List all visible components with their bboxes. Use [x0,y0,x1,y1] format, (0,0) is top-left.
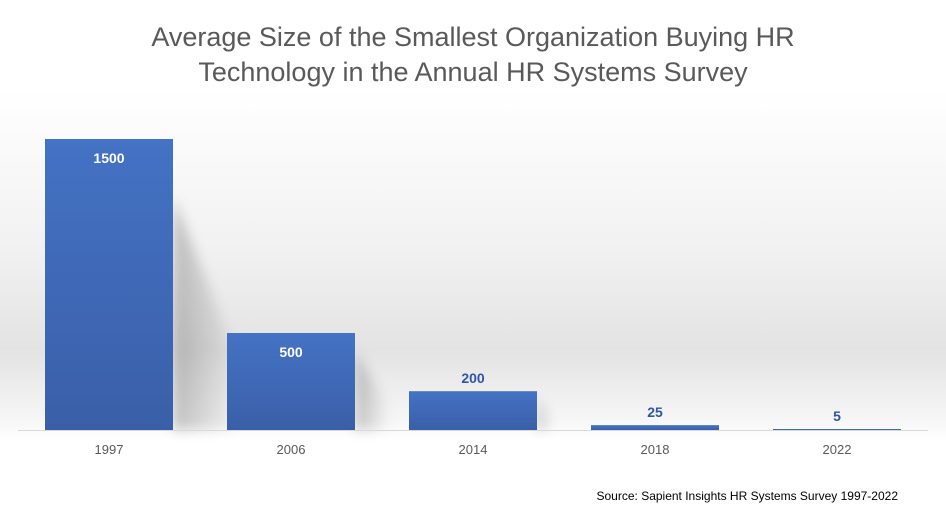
bar-shadow [537,398,551,430]
x-tick-2014: 2014 [459,442,488,457]
data-labels: 1500 500 200 25 5 [93,150,841,424]
bar-shadow [173,197,243,430]
x-tick-2022: 2022 [823,442,852,457]
data-label-2014: 200 [461,370,485,386]
bar-2022[interactable] [773,429,901,430]
source-note: Source: Sapient Insights HR Systems Surv… [596,489,899,503]
x-tick-2018: 2018 [641,442,670,457]
x-axis-tick-labels: 1997 2006 2014 2018 2022 [95,442,852,457]
x-tick-2006: 2006 [277,442,306,457]
bar-shadows [173,197,551,430]
bar-1997[interactable] [45,139,173,430]
data-label-2006: 500 [279,344,303,360]
chart-title: Average Size of the Smallest Organizatio… [0,20,946,90]
data-label-1997: 1500 [93,150,124,166]
x-tick-1997: 1997 [95,442,124,457]
bars [45,139,901,430]
bar-2018[interactable] [591,425,719,430]
data-label-2022: 5 [833,408,841,424]
bar-shadow [355,352,389,430]
chart-title-line-1: Average Size of the Smallest Organizatio… [151,22,795,52]
bar-2014[interactable] [409,391,537,430]
data-label-2018: 25 [647,404,663,420]
chart-title-line-2: Technology in the Annual HR Systems Surv… [198,57,748,87]
bar-2006[interactable] [227,333,355,430]
